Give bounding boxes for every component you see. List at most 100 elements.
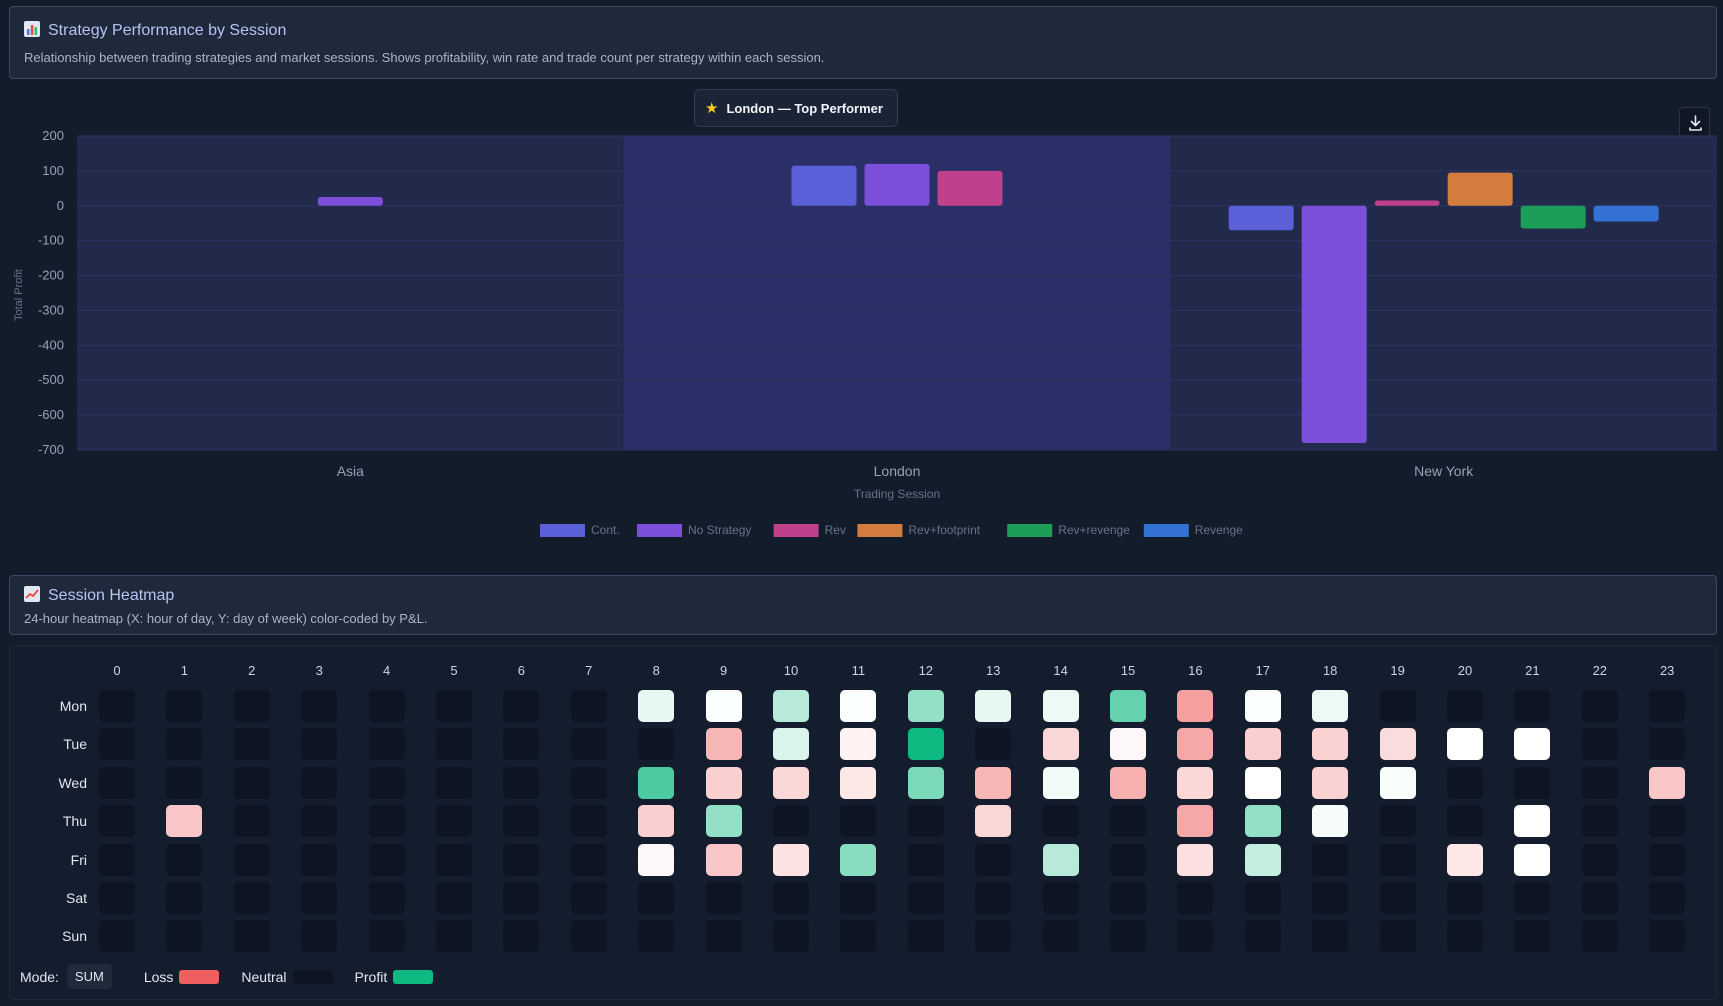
- heatmap-cell[interactable]: [773, 843, 809, 876]
- bar[interactable]: [1593, 205, 1659, 222]
- heatmap-cell[interactable]: [1514, 843, 1551, 876]
- heatmap-cell[interactable]: [1042, 843, 1079, 876]
- heatmap-cell[interactable]: [436, 882, 472, 914]
- heatmap-cell[interactable]: [1312, 882, 1349, 914]
- heatmap-cell[interactable]: [1447, 882, 1483, 914]
- bar[interactable]: [937, 170, 1003, 206]
- heatmap-cell[interactable]: [773, 766, 809, 799]
- heatmap-cell[interactable]: [907, 728, 944, 761]
- heatmap-cell[interactable]: [301, 766, 338, 799]
- heatmap-cell[interactable]: [773, 805, 809, 838]
- heatmap-cell[interactable]: [1514, 882, 1551, 914]
- heatmap-cell[interactable]: [436, 766, 472, 799]
- heatmap-cell[interactable]: [1581, 843, 1618, 876]
- bar[interactable]: [1520, 205, 1586, 229]
- heatmap-cell[interactable]: [233, 882, 270, 914]
- heatmap-cell[interactable]: [1514, 690, 1551, 722]
- heatmap-cell[interactable]: [1110, 728, 1146, 761]
- heatmap-cell[interactable]: [570, 766, 607, 799]
- heatmap-cell[interactable]: [705, 920, 742, 953]
- heatmap-cell[interactable]: [503, 882, 540, 914]
- heatmap-cell[interactable]: [1110, 766, 1146, 799]
- heatmap-cell[interactable]: [166, 805, 203, 838]
- heatmap-cell[interactable]: [907, 882, 944, 914]
- heatmap-cell[interactable]: [1649, 920, 1686, 953]
- heatmap-cell[interactable]: [1177, 843, 1214, 876]
- heatmap-cell[interactable]: [436, 920, 472, 953]
- heatmap-cell[interactable]: [1244, 882, 1281, 914]
- heatmap-cell[interactable]: [1649, 728, 1686, 761]
- heatmap-cell[interactable]: [705, 843, 742, 876]
- heatmap-cell[interactable]: [638, 805, 675, 838]
- heatmap-cell[interactable]: [1244, 843, 1281, 876]
- heatmap-cell[interactable]: [773, 728, 809, 761]
- heatmap-cell[interactable]: [1447, 728, 1483, 761]
- heatmap-cell[interactable]: [840, 805, 877, 838]
- heatmap-cell[interactable]: [301, 728, 338, 761]
- heatmap-cell[interactable]: [368, 920, 405, 953]
- heatmap-cell[interactable]: [975, 766, 1012, 799]
- bar[interactable]: [1228, 205, 1294, 231]
- heatmap-cell[interactable]: [1581, 728, 1618, 761]
- heatmap-cell[interactable]: [1514, 766, 1551, 799]
- heatmap-cell[interactable]: [570, 882, 607, 914]
- heatmap-cell[interactable]: [975, 843, 1012, 876]
- heatmap-cell[interactable]: [99, 805, 135, 838]
- heatmap-cell[interactable]: [705, 690, 742, 722]
- heatmap-cell[interactable]: [1514, 805, 1551, 838]
- heatmap-cell[interactable]: [1581, 805, 1618, 838]
- heatmap-cell[interactable]: [1514, 728, 1551, 761]
- legend-label[interactable]: No Strategy: [688, 523, 751, 537]
- heatmap-cell[interactable]: [368, 766, 405, 799]
- bar[interactable]: [864, 163, 930, 206]
- heatmap-cell[interactable]: [368, 843, 405, 876]
- heatmap-cell[interactable]: [1244, 920, 1281, 953]
- heatmap-cell[interactable]: [840, 766, 877, 799]
- heatmap-cell[interactable]: [368, 882, 405, 914]
- heatmap-cell[interactable]: [705, 882, 742, 914]
- heatmap-cell[interactable]: [233, 805, 270, 838]
- heatmap-cell[interactable]: [705, 728, 742, 761]
- heatmap-cell[interactable]: [1514, 920, 1551, 953]
- heatmap-cell[interactable]: [1177, 920, 1214, 953]
- heatmap-cell[interactable]: [638, 843, 675, 876]
- heatmap-cell[interactable]: [840, 728, 877, 761]
- heatmap-cell[interactable]: [1312, 690, 1349, 722]
- bar[interactable]: [1447, 172, 1513, 206]
- heatmap-cell[interactable]: [503, 690, 540, 722]
- heatmap-cell[interactable]: [840, 882, 877, 914]
- heatmap-cell[interactable]: [1110, 920, 1146, 953]
- legend-label[interactable]: Revenge: [1195, 523, 1243, 537]
- heatmap-cell[interactable]: [975, 920, 1012, 953]
- heatmap-cell[interactable]: [99, 690, 135, 722]
- heatmap-cell[interactable]: [1649, 882, 1686, 914]
- heatmap-cell[interactable]: [1110, 690, 1146, 722]
- bar[interactable]: [1301, 205, 1367, 444]
- heatmap-cell[interactable]: [1379, 920, 1416, 953]
- heatmap-cell[interactable]: [166, 843, 203, 876]
- legend-label[interactable]: Rev+footprint: [908, 523, 980, 537]
- heatmap-cell[interactable]: [1312, 805, 1349, 838]
- heatmap-cell[interactable]: [1379, 766, 1416, 799]
- heatmap-cell[interactable]: [1649, 766, 1686, 799]
- heatmap-cell[interactable]: [1042, 882, 1079, 914]
- bar[interactable]: [791, 165, 857, 206]
- heatmap-cell[interactable]: [166, 766, 203, 799]
- heatmap-cell[interactable]: [301, 690, 338, 722]
- heatmap-cell[interactable]: [638, 920, 675, 953]
- heatmap-cell[interactable]: [773, 690, 809, 722]
- heatmap-cell[interactable]: [1581, 690, 1618, 722]
- heatmap-cell[interactable]: [1649, 690, 1686, 722]
- heatmap-cell[interactable]: [436, 690, 472, 722]
- heatmap-cell[interactable]: [301, 920, 338, 953]
- bar[interactable]: [317, 197, 383, 206]
- heatmap-cell[interactable]: [1244, 766, 1281, 799]
- heatmap-cell[interactable]: [1447, 843, 1483, 876]
- legend-label[interactable]: Rev+revenge: [1058, 523, 1130, 537]
- heatmap-cell[interactable]: [1110, 843, 1146, 876]
- heatmap-cell[interactable]: [1042, 766, 1079, 799]
- heatmap-cell[interactable]: [570, 920, 607, 953]
- heatmap-cell[interactable]: [638, 690, 675, 722]
- heatmap-cell[interactable]: [907, 690, 944, 722]
- heatmap-cell[interactable]: [1110, 882, 1146, 914]
